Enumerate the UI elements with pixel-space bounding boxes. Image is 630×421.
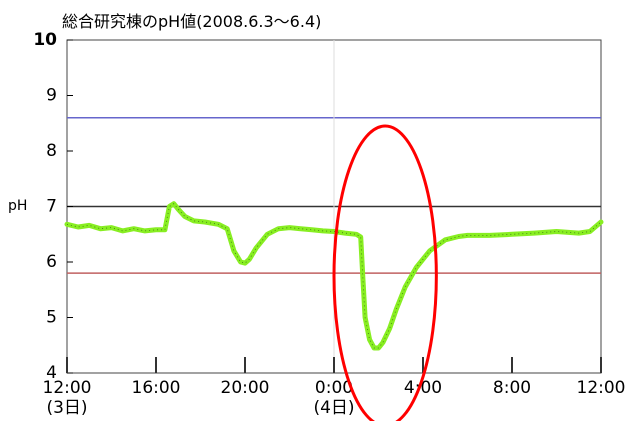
y-tick-label: 4 [46,363,57,383]
x-tick-label: 16:00 [132,378,181,398]
annotation-layer [332,124,438,421]
y-tick-label: 9 [46,86,57,106]
y-axis: 4 5 6 7 8 9 10 [33,30,73,383]
x-tick-label: 12:00 [577,378,626,398]
y-tick-label: 8 [46,141,57,161]
x-tick-label: 12:00 [43,378,92,398]
x-tick-label: 8:00 [493,378,531,398]
y-tick-label: 5 [46,308,57,328]
x-tick-label: 4:00 [404,378,442,398]
x-tick-label: 0:00 [315,378,353,398]
series-point-trace-0 [66,203,602,349]
x-tick-sublabel: (4日) [313,398,354,418]
y-tick-label: 6 [46,252,57,272]
x-tick-label: 20:00 [221,378,270,398]
y-axis-label: pH [8,198,27,214]
y-tick-label: 7 [46,197,57,217]
chart-title: 総合研究棟のpH値(2008.6.3〜6.4) [62,12,321,31]
x-tick-sublabel: (3日) [46,398,87,418]
series-layer [64,201,604,351]
highlight-ellipse-0 [332,124,438,421]
y-tick-label: 10 [33,30,57,50]
x-axis: 12:00(3日)16:00 20:00 0:00(4日)4:00 8:00 12:00 [43,357,626,418]
